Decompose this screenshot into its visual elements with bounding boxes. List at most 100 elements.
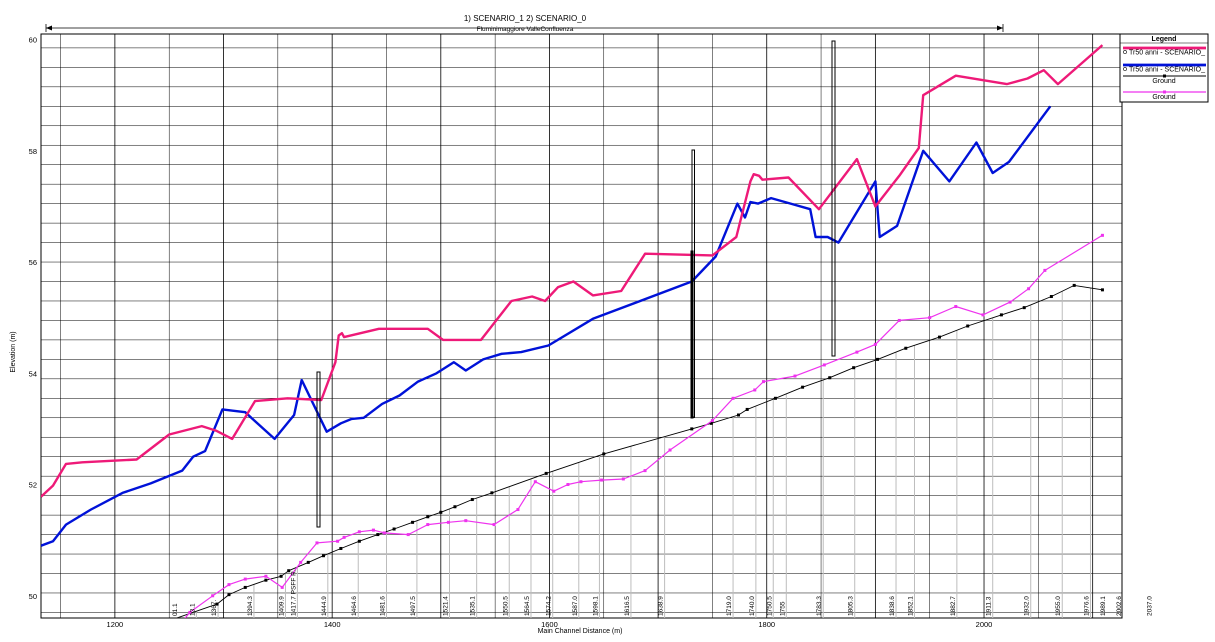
series-3-point-15 [426, 523, 430, 527]
series-3-point-28 [710, 419, 714, 423]
series-3-point-27 [668, 448, 672, 452]
section-label-17: 1616.5 [624, 596, 631, 616]
series-2-point-13 [411, 520, 415, 524]
series-3-point-36 [897, 318, 901, 322]
series-2-point-21 [690, 427, 694, 431]
section-label-13: 1564.5 [524, 596, 531, 616]
series-2-point-14 [426, 515, 430, 519]
series-3-point-39 [981, 313, 985, 317]
legend-label-2: Ground [1152, 78, 1175, 85]
series-3-point-12 [371, 528, 375, 532]
series-2-point-26 [801, 385, 805, 389]
section-label-23: 1783.3 [816, 596, 823, 616]
structure-1417 [316, 371, 321, 528]
y-tick-58: 58 [29, 147, 37, 156]
section-label-33: 2002.6 [1116, 596, 1123, 616]
series-3-point-17 [464, 519, 468, 523]
series-3-point-21 [552, 489, 556, 493]
series-3-point-41 [1027, 287, 1031, 291]
section-label-19: 1719.0 [726, 596, 733, 616]
series-2-point-20 [602, 452, 606, 456]
section-label-6: 1444.9 [321, 596, 328, 616]
section-label-21: 1750.5 [766, 596, 773, 616]
series-2-point-6 [287, 569, 291, 573]
section-label-32: 1989.1 [1100, 596, 1107, 616]
section-label-15: 1587.0 [572, 596, 579, 616]
section-label-1: 13.1 [189, 603, 196, 616]
section-label-4: 1409.9 [278, 596, 285, 616]
legend-dot-0 [1123, 50, 1127, 54]
series-2-point-22 [709, 421, 713, 425]
series-3-point-32 [793, 374, 797, 378]
series-2-point-17 [470, 498, 474, 502]
y-tick-50: 50 [29, 592, 37, 601]
section-label-24: 1805.3 [848, 596, 855, 616]
series-3-point-40 [1008, 300, 1012, 304]
section-label-20: 1740.0 [749, 596, 756, 616]
series-3-point-20 [533, 480, 537, 484]
y-tick-52: 52 [29, 481, 37, 490]
series-line-0 [41, 44, 1104, 498]
x-tick-1800: 1800 [758, 620, 775, 629]
series-2-point-18 [490, 491, 494, 495]
series-2-point-25 [773, 396, 777, 400]
series-3-point-8 [315, 541, 319, 545]
series-3-point-29 [731, 396, 735, 400]
legend-title: Legend [1152, 36, 1177, 43]
section-labels: 01.1 13.1 1367. 1394.3 1409.9 1417.7 PSFF R. 1… [172, 569, 1154, 616]
series-3-point-16 [446, 520, 450, 524]
series-3-point-1 [188, 610, 192, 614]
x-tick-1200: 1200 [107, 620, 124, 629]
cross-section-lines [178, 287, 1091, 618]
legend-label-1: Tr50 anni - SCENARIO_ [1129, 67, 1205, 74]
series-3-point-34 [855, 350, 859, 354]
series-3-point-23 [579, 480, 583, 484]
section-label-31: 1976.6 [1083, 596, 1090, 616]
series-3-point-5 [264, 574, 268, 578]
reach-name: Fluminimaggiore ValleConfluenza [477, 26, 574, 33]
section-label-30: 1955.0 [1055, 596, 1062, 616]
section-label-3: 1394.3 [247, 596, 254, 616]
x-tick-labels: 1200 1400 1600 1800 2000 [107, 620, 993, 629]
series-3-point-30 [753, 388, 757, 392]
y-tick-60: 60 [29, 36, 37, 45]
y-tick-labels: 50 52 54 56 58 60 [29, 36, 37, 601]
section-label-5: 1417.7 PSFF R. [290, 569, 297, 616]
series-2-point-5 [279, 574, 283, 578]
section-label-34: 2037.0 [1147, 596, 1154, 616]
series-2-point-28 [852, 366, 856, 370]
y-axis-title: Elevation (m) [10, 331, 17, 372]
series-2-point-34 [1022, 306, 1026, 310]
series-2-point-15 [439, 510, 443, 514]
legend-label-3: Ground [1152, 94, 1175, 101]
series-3-point-43 [1100, 233, 1104, 237]
series-3-point-10 [342, 535, 346, 539]
legend: Legend Tr50 anni - SCENARIO_ Tr50 anni - … [1119, 33, 1209, 103]
y-tick-56: 56 [29, 258, 37, 267]
series-2-point-11 [376, 533, 380, 537]
section-label-16: 1598.1 [592, 596, 599, 616]
section-label-2: 1367. [211, 600, 218, 616]
series-3-point-14 [406, 533, 410, 537]
series-line-2 [175, 284, 1103, 618]
section-label-22: 1755 [779, 601, 786, 616]
series-layer [41, 44, 1104, 618]
series-2-point-29 [876, 357, 880, 361]
series-3-point-33 [822, 363, 826, 367]
section-label-25: 1838.6 [889, 596, 896, 616]
y-tick-54: 54 [29, 369, 37, 378]
series-3-point-35 [873, 342, 877, 346]
section-label-0: 01.1 [172, 603, 179, 616]
series-2-point-36 [1072, 283, 1076, 287]
series-2-point-16 [453, 505, 457, 509]
series-2-point-7 [306, 560, 310, 564]
series-line-3 [184, 234, 1103, 618]
section-label-28: 1911.3 [986, 596, 993, 616]
series-2-point-24 [745, 407, 749, 411]
series-2-point-35 [1049, 295, 1053, 299]
series-2-point-27 [828, 376, 832, 380]
series-3-point-9 [336, 539, 340, 543]
series-3-point-3 [227, 583, 231, 587]
section-label-27: 1882.7 [950, 596, 957, 616]
section-label-11: 1535.1 [470, 596, 477, 616]
